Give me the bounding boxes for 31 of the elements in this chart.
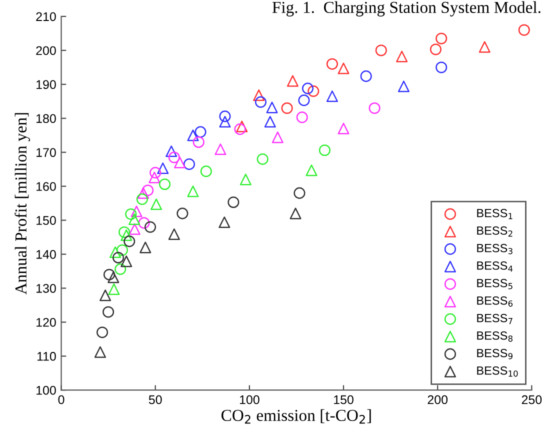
y-tick-label: 110 — [37, 352, 56, 361]
y-axis-title: Annual Profit [million yen] — [14, 113, 30, 295]
y-tick-label: 190 — [36, 80, 56, 90]
legend-label: BESS$_{9}$ — [477, 348, 512, 360]
y-tick-label: 130 — [36, 284, 56, 293]
y-tick-label: 170 — [36, 148, 56, 157]
x-axis-title: CO$_{2}$ emission [t-CO$_{2}$] — [221, 409, 371, 424]
x-tick-label: 100 — [240, 395, 260, 404]
legend-label: BESS$_{8}$ — [477, 331, 512, 342]
legend-label: BESS$_{5}$ — [477, 278, 512, 290]
y-tick-label: 200 — [36, 46, 56, 56]
legend-label: BESS$_{3}$ — [477, 244, 512, 254]
legend-label: BESS$_{2}$ — [477, 226, 512, 237]
x-tick-label: 50 — [148, 395, 162, 404]
x-tick-label: 250 — [522, 395, 542, 404]
legend-label: BESS$_{7}$ — [477, 314, 512, 324]
y-tick-label: 100 — [36, 386, 56, 395]
x-tick-label: 0 — [58, 395, 64, 404]
x-tick-label: 200 — [428, 395, 448, 404]
legend-label: BESS$_{6}$ — [477, 296, 513, 307]
y-tick-label: 140 — [36, 250, 56, 259]
annotation: Fig. 1. Charging Station System Model. — [272, 1, 540, 16]
legend-label: BESS$_{4}$ — [477, 261, 513, 272]
y-tick-label: 160 — [36, 182, 56, 191]
x-tick-label: 150 — [334, 395, 354, 404]
legend-label: BESS$_{1}$ — [477, 208, 512, 220]
y-tick-label: 180 — [36, 114, 56, 123]
y-tick-label: 150 — [36, 216, 56, 225]
y-tick-label: 210 — [36, 12, 56, 22]
y-tick-label: 120 — [36, 318, 56, 327]
legend-label: BESS$_{10}$ — [477, 366, 518, 377]
